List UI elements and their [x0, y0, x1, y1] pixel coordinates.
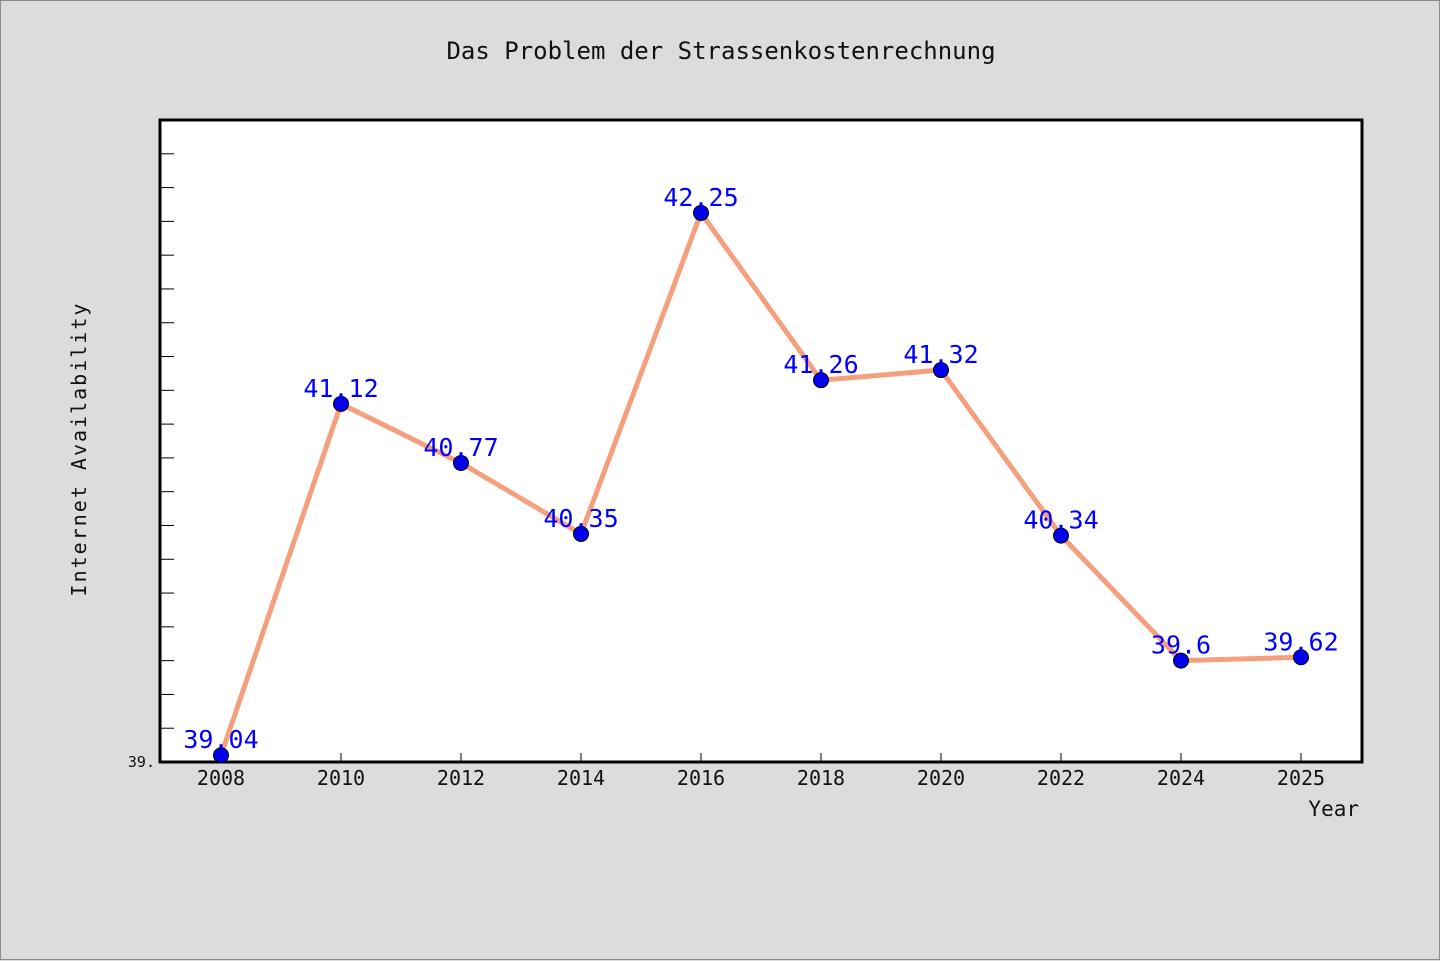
- data-point: [933, 362, 949, 379]
- data-label: 40.34: [1023, 506, 1098, 535]
- data-point: [813, 372, 829, 389]
- data-point: [1293, 649, 1309, 666]
- x-axis-label: Year: [1308, 797, 1359, 821]
- data-point: [213, 747, 229, 764]
- x-tick-label: 2014: [557, 766, 605, 790]
- series-line: [218, 210, 1302, 757]
- data-point: [573, 525, 589, 542]
- x-tick-label: 2012: [437, 766, 485, 790]
- data-point: [1053, 527, 1069, 544]
- x-tick-label: 2018: [797, 766, 845, 790]
- y-minor-ticks: [160, 119, 174, 763]
- data-label: 41.26: [783, 350, 858, 379]
- data-label: 40.35: [543, 504, 618, 533]
- x-ticks: [220, 753, 1302, 762]
- x-tick-labels: 2008 2010 2012 2014 2016 2018 2020 2022 2024 2025: [197, 766, 1325, 790]
- x-tick-label: 2025: [1277, 766, 1325, 790]
- x-tick-label: 2016: [677, 766, 725, 790]
- data-label: 39.04: [183, 725, 258, 754]
- chart-title: Das Problem der Strassenkostenrechnung: [446, 37, 996, 65]
- data-point: [453, 454, 469, 471]
- data-label: 41.32: [903, 340, 978, 369]
- data-point: [693, 204, 709, 221]
- data-label: 42.25: [663, 183, 738, 212]
- x-tick-label: 2020: [917, 766, 965, 790]
- x-tick-label: 2010: [317, 766, 365, 790]
- data-label: 41.12: [303, 374, 378, 403]
- data-point: [333, 395, 349, 412]
- x-tick-label: 2008: [197, 766, 245, 790]
- x-tick-label: 2024: [1157, 766, 1205, 790]
- data-point: [1173, 652, 1189, 669]
- x-tick-label: 2022: [1037, 766, 1085, 790]
- data-label: 39.62: [1263, 627, 1338, 656]
- y-axis-label: Internet Availability: [67, 301, 91, 597]
- data-labels: 39.04 41.12 40.77 40.35 42.25 41.26 41.32 40.34…: [183, 183, 1338, 754]
- plot-area: [158, 118, 1364, 764]
- data-label: 40.77: [423, 433, 498, 462]
- series-markers: [213, 204, 1309, 764]
- y-tick-label: 39.: [128, 753, 155, 771]
- data-label: 39.6: [1151, 631, 1211, 660]
